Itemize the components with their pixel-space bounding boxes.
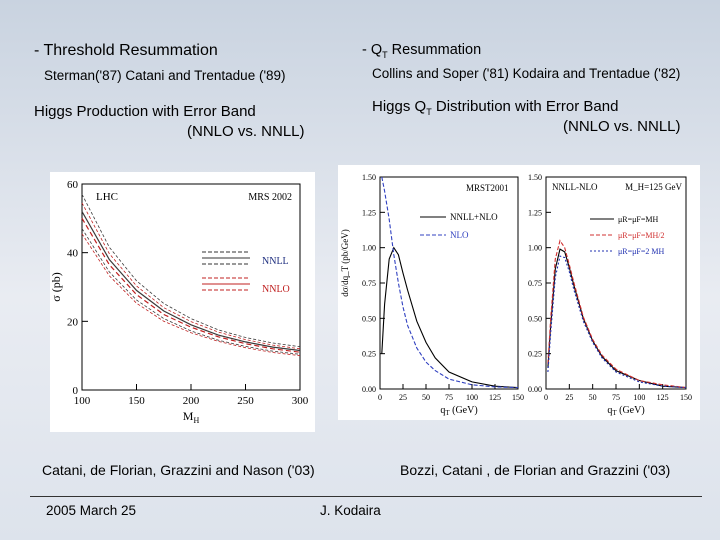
left-caption: Catani, de Florian, Grazzini and Nason (… [42, 462, 315, 478]
plot1-ylabel: σ (pb) [50, 272, 63, 301]
plot2a-series-2-line [381, 176, 519, 389]
plot2b-ytick-label: 0.25 [528, 350, 542, 359]
right-references: Collins and Soper ('81) Kodaira and Tren… [372, 66, 681, 81]
plot1-series-1-line [81, 194, 301, 348]
plot1-series-1-line [81, 211, 301, 352]
plot2b-series-2-line [547, 239, 687, 389]
plot2a-legend-2: NLO [450, 230, 469, 240]
right-heading-sub: T [382, 49, 388, 60]
plot2b-ytick-label: 1.00 [528, 244, 542, 253]
cross-section-chart: 100 150 200 250 300 0 20 40 60 MH σ (pb) LHC MRS 200… [49, 179, 309, 425]
plot1-xlabel: MH [183, 409, 200, 425]
left-references: Sterman('87) Catani and Trentadue ('89) [44, 68, 286, 83]
plot1-ytick-label: 40 [67, 248, 79, 260]
left-plot-panel: 100 150 200 250 300 0 20 40 60 MH σ (pb) LHC MRS 200… [49, 172, 315, 432]
plot1-pdf-label: MRS 2002 [248, 192, 292, 203]
plot2b-xtick-label: 150 [680, 393, 692, 402]
plot1-xtick-label: 150 [128, 395, 145, 407]
plot2b-title-left: NNLL-NLO [552, 182, 598, 192]
plot2a-ytick-label: 1.00 [362, 244, 376, 253]
plot2a-ytick-label: 0.25 [362, 350, 376, 359]
plot2a-ytick-label: 1.25 [362, 208, 376, 217]
right-subtitle-line2: (NNLO vs. NNLL) [563, 118, 681, 135]
left-subtitle-line2: (NNLO vs. NNLL) [187, 123, 305, 140]
plot1-xtick-label: 300 [292, 395, 309, 407]
plot2a-xlabel-sub: T [445, 409, 450, 417]
plot2b-ytick-label: 0.75 [528, 279, 542, 288]
plot1-xtick-label: 100 [74, 395, 91, 407]
plot2a-xtick-label: 100 [466, 393, 478, 402]
plot2b-xtick-label: 100 [633, 393, 645, 402]
left-heading: - Threshold Resummation [34, 42, 218, 60]
plot2b-frame [545, 176, 687, 390]
plot2b-xtick-label: 125 [657, 393, 669, 402]
right-subtitle-post: Distribution with Error Band [431, 98, 619, 115]
plot2a-ytick-label: 1.50 [362, 173, 376, 182]
plot2a-ytick-label: 0.75 [362, 279, 376, 288]
left-bullet: - [34, 42, 40, 59]
plot1-series-2-line [81, 217, 301, 353]
footer-author: J. Kodaira [320, 503, 381, 518]
plot2b-xlabel-sub: T [612, 409, 617, 417]
right-subtitle-pre: Higgs Q [372, 98, 427, 115]
plot2b-legend-2: μR=μF=MH/2 [618, 231, 665, 240]
plot1-xtick-label: 200 [183, 395, 200, 407]
plot1-legend-nnlo: NNLO [262, 284, 290, 295]
plot1-xlabel-sub: H [193, 416, 199, 425]
plot2b-ytick-label: 0.00 [528, 385, 542, 394]
right-bullet: - [362, 42, 367, 58]
plot1-ytick-label: 60 [67, 179, 79, 191]
right-subtitle-line1: Higgs QT Distribution with Error Band [372, 98, 618, 117]
plot2a-series-1-line [381, 246, 519, 389]
plot2a-xlabel: qT (GeV) [440, 405, 477, 417]
right-subtitle-sub: T [426, 107, 432, 117]
right-plot-panel: 0.00 0.25 0.50 0.75 1.00 1.25 1.50 0 25 50 75 100 12… [338, 165, 700, 420]
right-heading-rest: Resummation [387, 42, 482, 58]
plot1-xtick-label: 250 [237, 395, 254, 407]
right-heading-q: Q [370, 42, 383, 58]
plot2a-legend-1: NNLL+NLO [450, 212, 498, 222]
plot2a-xtick-label: 0 [378, 393, 382, 402]
plot2a-xtick-label: 50 [422, 393, 430, 402]
right-caption: Bozzi, Catani , de Florian and Grazzini … [400, 462, 671, 478]
plot2b-series-1-line [547, 248, 687, 389]
plot2b-ytick-label: 0.50 [528, 314, 542, 323]
plot1-ytick-label: 20 [67, 316, 79, 328]
plot2b-ytick-label: 1.50 [528, 173, 542, 182]
plot2b-series-3-line [547, 255, 687, 389]
plot2a-xtick-label: 25 [399, 393, 407, 402]
plot2b-ytick-label: 1.25 [528, 208, 542, 217]
qt-distribution-chart: 0.00 0.25 0.50 0.75 1.00 1.25 1.50 0 25 50 75 100 12… [340, 173, 692, 417]
plot1-series-2-line [81, 202, 301, 350]
plot1-collider-label: LHC [96, 191, 118, 203]
plot2b-title-right: M_H=125 GeV [625, 182, 682, 192]
plot1-ytick-label: 0 [73, 385, 79, 397]
plot2a-ylabel: dσ/dq_T (pb/GeV) [340, 229, 350, 296]
plot2b-legend-3: μR=μF=2 MH [618, 247, 665, 256]
plot2b-xtick-label: 50 [589, 393, 597, 402]
plot2b-xlabel-unit: (GeV) [617, 405, 645, 416]
left-heading-text: Threshold Resummation [43, 42, 218, 59]
plot2b-xtick-label: 25 [565, 393, 573, 402]
plot2b-legend-1: μR=μF=MH [618, 215, 659, 224]
plot2a-xlabel-unit: (GeV) [450, 405, 478, 416]
plot2b-xlabel: qT (GeV) [607, 405, 644, 417]
left-subtitle-line1: Higgs Production with Error Band [34, 103, 256, 120]
plot2a-pdf-label: MRST2001 [466, 183, 509, 193]
plot2a-ytick-label: 0.00 [362, 385, 376, 394]
plot2b-xtick-label: 0 [544, 393, 548, 402]
plot1-series-2-line [81, 233, 301, 356]
plot2a-ytick-label: 0.50 [362, 314, 376, 323]
right-heading: - QT Resummation [362, 42, 481, 60]
plot2a-xtick-label: 150 [512, 393, 524, 402]
plot2a-xtick-label: 125 [489, 393, 501, 402]
plot2a-frame [379, 176, 519, 390]
footer-divider [30, 496, 702, 497]
plot2b-xtick-label: 75 [612, 393, 620, 402]
plot1-legend-nnll: NNLL [262, 256, 289, 267]
plot2a-xtick-label: 75 [445, 393, 453, 402]
footer-date: 2005 March 25 [46, 503, 137, 518]
